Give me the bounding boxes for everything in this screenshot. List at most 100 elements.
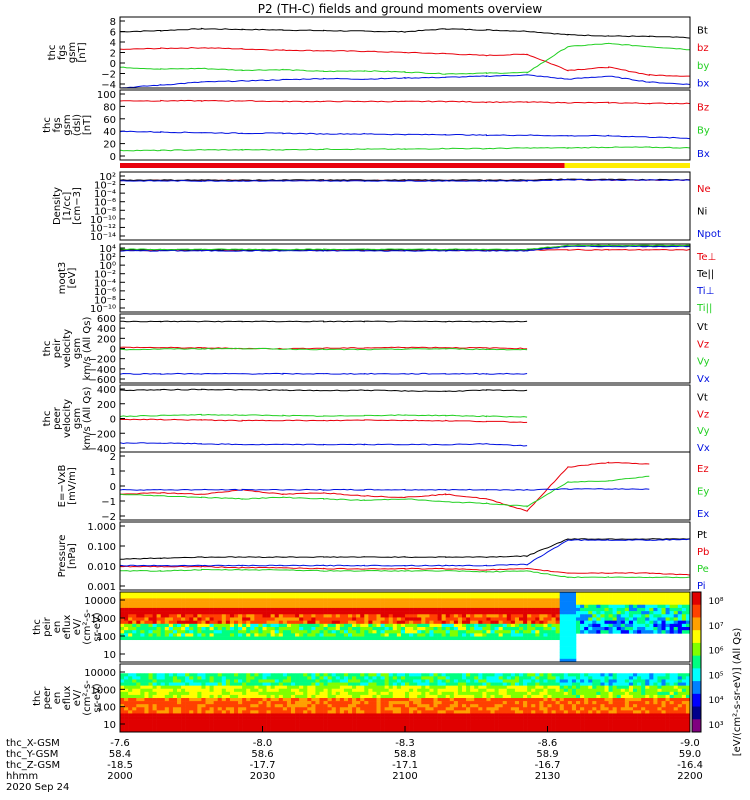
spectrogram-cell [124, 698, 129, 702]
spectrogram-cell [132, 620, 137, 625]
spectrogram-cell [551, 595, 556, 599]
spectrogram-cell [388, 633, 394, 637]
spectrogram-cell [482, 592, 487, 596]
spectrogram-cell [331, 719, 337, 724]
spectrogram-cell [580, 698, 585, 702]
spectrogram-cell [482, 623, 487, 628]
spectrogram-cell [225, 691, 231, 696]
spectrogram-cell [665, 620, 670, 625]
spectrogram-cell [457, 691, 463, 696]
spectrogram-cell [229, 682, 235, 686]
spectrogram-cell [160, 592, 166, 596]
spectrogram-cell [229, 607, 235, 612]
y-axis-label-line: km/s (All Qs) [82, 317, 93, 381]
spectrogram-cell [657, 617, 662, 621]
spectrogram-cell [372, 620, 377, 625]
spectrogram-cell [571, 704, 577, 708]
spectrogram-cell [152, 592, 157, 596]
spectrogram-cell [612, 722, 618, 727]
spectrogram-cell [506, 713, 512, 717]
spectrogram-cell [221, 623, 227, 628]
spectrogram-cell [286, 710, 292, 714]
spectrogram-cell [185, 719, 190, 724]
spectrogram-cell [657, 604, 662, 609]
legend-entry: Ez [697, 464, 709, 475]
spectrogram-cell [234, 725, 239, 730]
spectrogram-cell [315, 595, 320, 599]
spectrogram-cell [396, 679, 402, 683]
spectrogram-cell [624, 722, 630, 727]
spectrogram-cell [457, 611, 463, 615]
spectrogram-cell [221, 598, 227, 602]
spectrogram-cell [653, 694, 658, 699]
spectrogram-cell [620, 673, 626, 677]
spectrogram-cell [592, 676, 597, 680]
spectrogram-cell [197, 601, 202, 606]
spectrogram-cell [490, 673, 495, 677]
spectrogram-cell [164, 604, 170, 609]
spectrogram-cell [246, 633, 251, 637]
spectrogram-cell [555, 679, 561, 683]
spectrogram-cell [628, 716, 634, 720]
spectrogram-cell [246, 698, 251, 702]
spectrogram-cell [303, 607, 308, 612]
spectrogram-cell [372, 630, 377, 634]
spectrogram-cell [498, 627, 504, 631]
panel-frame [119, 16, 691, 89]
spectrogram-cell [360, 679, 365, 683]
spectrogram-cell [327, 716, 333, 720]
spectrogram-cell [653, 679, 658, 683]
spectrogram-cell [555, 701, 561, 705]
spectrogram-cell [128, 604, 133, 609]
spectrogram-cell [311, 623, 316, 628]
spectrogram-cell [396, 636, 402, 641]
spectrogram-cell [441, 614, 447, 618]
spectrogram-cell [519, 725, 524, 730]
spectrogram-cell [380, 701, 385, 705]
spectrogram-cell [576, 682, 581, 686]
spectrogram-cell [457, 636, 463, 641]
legend-entry: Vz [697, 409, 709, 420]
spectrogram-cell [637, 691, 642, 696]
spectrogram-cell [681, 620, 687, 625]
spectrogram-cell [510, 725, 516, 730]
spectrogram-cell [478, 716, 483, 720]
spectrogram-cell [311, 601, 316, 606]
spectrogram-cell [197, 673, 202, 677]
spectrogram-cell [339, 707, 345, 711]
spectrogram-cell [592, 592, 597, 596]
spectrogram-cell [559, 707, 565, 711]
spectrogram-cell [502, 627, 508, 631]
spectrogram-cell [567, 701, 573, 705]
spectrogram-cell [339, 704, 345, 708]
spectrogram-cell [221, 601, 227, 606]
spectrogram-cell [238, 630, 243, 634]
spectrogram-cell [580, 601, 585, 606]
spectrogram-cell [470, 611, 475, 615]
spectrogram-cell [295, 694, 300, 699]
spectrogram-cell [519, 592, 524, 596]
spectrogram-cell [433, 673, 438, 677]
spectrogram-cell [510, 620, 516, 625]
spectrogram-cell [604, 716, 609, 720]
spectrogram-cell [254, 636, 259, 641]
spectrogram-cell [604, 630, 609, 634]
y-axis-label-line: peir [52, 338, 63, 358]
spectrogram-cell [136, 633, 141, 637]
spectrogram-cell [140, 627, 145, 631]
spectrogram-cell [409, 598, 414, 602]
spectrogram-cell [600, 716, 605, 720]
spectrogram-cell [576, 592, 581, 596]
spectrogram-cell [270, 595, 276, 599]
spectrogram-cell [323, 673, 328, 677]
spectrogram-cell [685, 716, 691, 720]
spectrogram-cell [580, 673, 585, 677]
spectrogram-cell [494, 673, 499, 677]
spectrogram-cell [209, 679, 214, 683]
spectrogram-cell [519, 722, 524, 727]
spectrogram-cell [531, 673, 536, 677]
spectrogram-cell [234, 623, 239, 628]
spectrogram-cell [445, 620, 451, 625]
spectrogram-cell [653, 701, 658, 705]
spectrogram-cell [303, 627, 308, 631]
